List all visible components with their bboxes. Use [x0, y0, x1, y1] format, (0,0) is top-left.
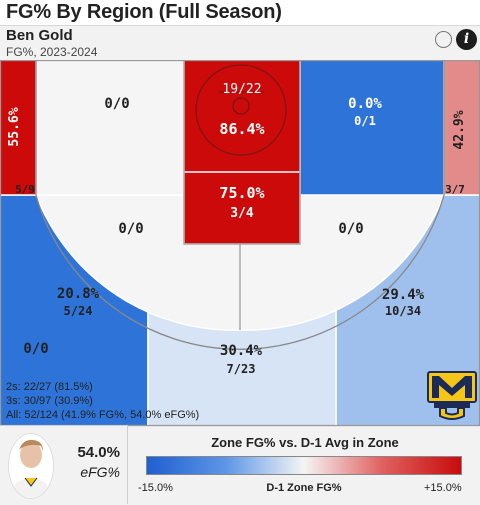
efg-value: 54.0% [77, 444, 120, 461]
label-paint-frac: 3/4 [230, 206, 254, 221]
paint-outline [183, 60, 301, 245]
label-left-wing-frac: 5/24 [64, 304, 93, 318]
chart-title: FG% By Region (Full Season) [6, 1, 282, 23]
label-left-corner-frac: 5/9 [15, 183, 35, 196]
shot-zone-court: 55.6% 5/9 0/0 19/22 86.4% 0.0% 0/1 42.9%… [0, 60, 480, 427]
label-right-wing-frac: 10/34 [385, 304, 421, 318]
restricted-circle [195, 64, 287, 156]
basket-ring [232, 97, 250, 115]
label-right-baseline-frac: 0/1 [354, 114, 376, 128]
summary-twos: 2s: 22/27 (81.5%) [6, 381, 93, 393]
label-left-elbow-frac: 0/0 [118, 221, 143, 237]
label-right-corner-frac: 3/7 [445, 183, 465, 196]
summary-threes: 3s: 30/97 (30.9%) [6, 395, 93, 407]
label-paint-pct: 75.0% [219, 184, 264, 202]
label-restricted-pct: 86.4% [219, 120, 264, 138]
label-right-elbow-frac: 0/0 [338, 221, 363, 237]
label-left-baseline-frac: 0/0 [104, 96, 129, 112]
label-top-key-frac: 7/23 [227, 362, 256, 376]
player-avatar [8, 433, 54, 499]
label-restricted-frac: 19/22 [222, 82, 261, 97]
label-right-wing-pct: 29.4% [382, 287, 425, 303]
player-name: Ben Gold [6, 27, 73, 44]
three-point-line [35, 60, 445, 350]
zone-right-corner-three [443, 60, 480, 196]
label-backcourt-frac: 0/0 [23, 341, 48, 357]
marquette-logo [427, 371, 477, 420]
label-top-key-pct: 30.4% [220, 343, 263, 359]
player-subtitle: FG%, 2023-2024 [6, 45, 98, 59]
summary-all: All: 52/124 (41.9% FG%, 54.0% eFG%) [6, 409, 200, 421]
legend-title: Zone FG% vs. D-1 Avg in Zone [211, 435, 399, 450]
label-left-wing-pct: 20.8% [57, 286, 100, 302]
info-icon[interactable]: i [456, 29, 477, 50]
zone-left-baseline-mid [35, 60, 185, 196]
circle-toggle-icon[interactable] [435, 31, 452, 48]
legend-axis-label: D-1 Zone FG% [266, 482, 342, 494]
efg-label: eFG% [80, 464, 120, 480]
legend-min-label: -15.0% [138, 482, 173, 494]
label-right-baseline-pct: 0.0% [348, 96, 382, 112]
zone-left-corner-three [0, 60, 37, 196]
label-right-corner-pct: 42.9% [452, 110, 467, 149]
legend-max-label: +15.0% [424, 482, 462, 494]
label-left-corner-pct: 55.6% [7, 107, 22, 146]
legend-color-bar [146, 456, 462, 475]
